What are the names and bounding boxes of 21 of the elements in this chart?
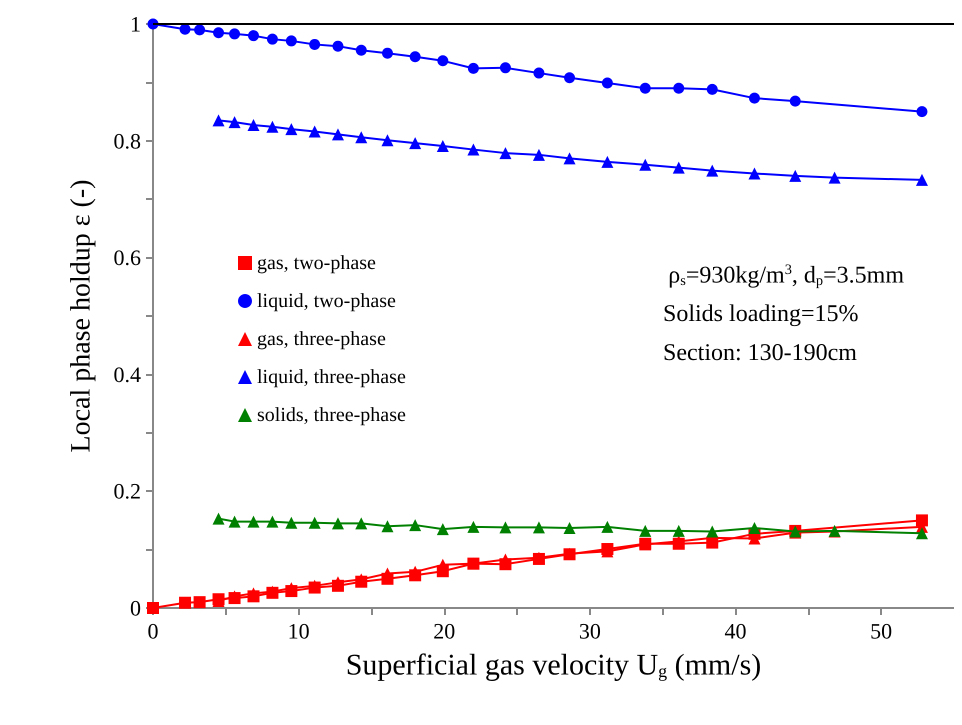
x-tick-label: 10 — [288, 618, 310, 644]
y-tick-label: 0 — [130, 596, 141, 620]
legend-label: liquid, three-phase — [257, 366, 406, 388]
y-tick-label: 0.4 — [114, 362, 141, 387]
y-tick-label: 0.6 — [114, 245, 141, 270]
x-axis-title: Superficial gas velocity Ug (mm/s) — [346, 648, 762, 682]
legend-label: liquid, two-phase — [257, 290, 396, 312]
legend-label: solids, three-phase — [257, 404, 406, 426]
y-tick-label: 0.8 — [114, 128, 141, 154]
legend-label: gas, three-phase — [257, 328, 386, 350]
x-tick-label: 50 — [870, 618, 892, 644]
y-axis-title: Local phase holdup ε (-) — [66, 180, 96, 452]
y-tick-label: 0.2 — [114, 478, 141, 504]
x-tick-label: 0 — [148, 618, 158, 644]
y-tick-label: 1 — [130, 12, 141, 36]
x-tick-label: 30 — [578, 618, 601, 644]
x-tick-label: 20 — [433, 618, 456, 644]
legend-label: gas, two-phase — [257, 252, 376, 274]
annotation: Solids loading=15% — [663, 301, 859, 327]
annotation: Section: 130-190cm — [663, 340, 858, 366]
x-tick-label: 40 — [724, 618, 747, 644]
